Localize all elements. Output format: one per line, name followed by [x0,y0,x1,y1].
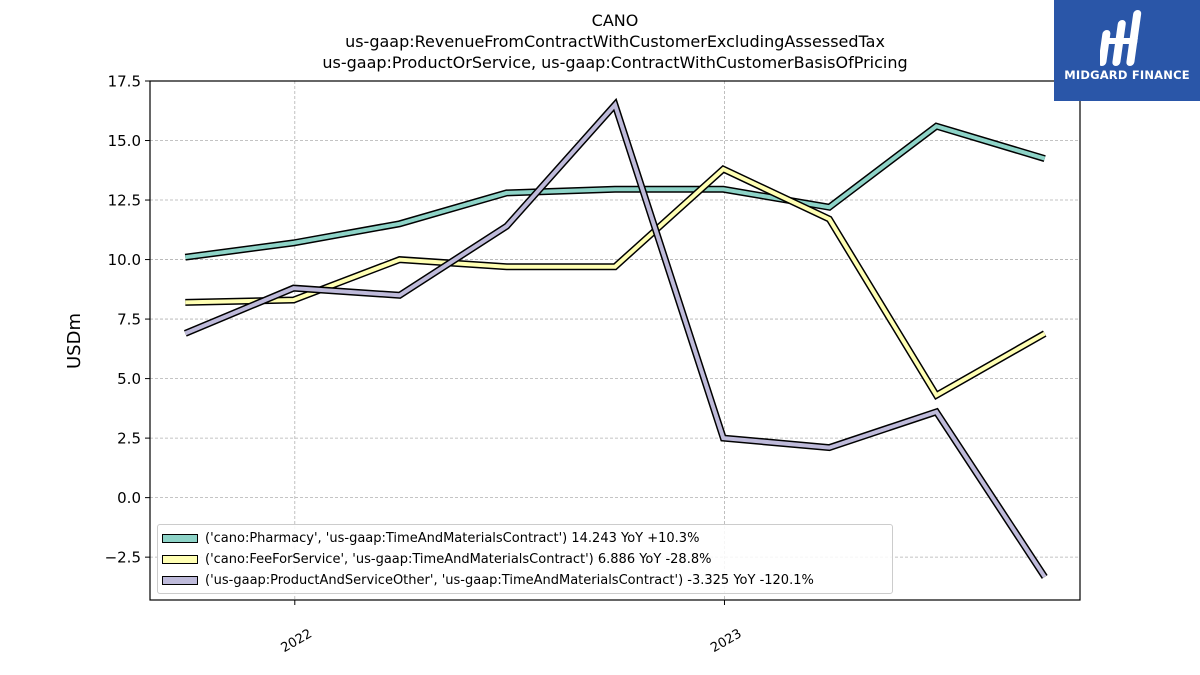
series-line-2 [184,100,1047,578]
midgard-logo-icon [1100,10,1142,66]
y-axis-label: USDm [64,313,85,369]
legend-label-fee-for-service: ('cano:FeeForService', 'us-gaap:TimeAndM… [205,551,712,567]
legend-item-fee-for-service: ('cano:FeeForService', 'us-gaap:TimeAndM… [162,550,711,568]
chart-title-line-2: us-gaap:RevenueFromContractWithCustomerE… [345,32,885,51]
legend-label-pharmacy: ('cano:Pharmacy', 'us-gaap:TimeAndMateri… [205,530,700,546]
x-tick-label: 2023 [708,626,744,656]
chart-legend: ('cano:Pharmacy', 'us-gaap:TimeAndMateri… [157,524,893,594]
chart-title-line-3: us-gaap:ProductOrService, us-gaap:Contra… [322,53,908,72]
x-tick-label: 2022 [279,626,315,656]
y-tick-label: 12.5 [108,192,141,210]
y-tick-label: 15.0 [108,132,141,150]
legend-swatch-fee-for-service [162,554,198,564]
series-line-0 [185,123,1046,260]
series-outline-2 [183,97,1048,579]
y-tick-label: 7.5 [117,311,141,329]
y-tick-label: 17.5 [108,73,141,91]
series-line-1 [185,166,1046,399]
legend-swatch-product-and-service-other [162,575,198,585]
logo-text: MIDGARD FINANCE [1064,68,1190,82]
legend-item-pharmacy: ('cano:Pharmacy', 'us-gaap:TimeAndMateri… [162,529,699,547]
y-tick-label: 2.5 [117,430,141,448]
plot-frame [149,80,1081,601]
y-tick-label: −2.5 [105,549,141,567]
y-tick-label: 5.0 [117,370,141,388]
chart-title-line-1: CANO [591,11,639,30]
midgard-finance-logo: MIDGARD FINANCE [1054,0,1200,101]
y-tick-label: 0.0 [117,489,141,507]
legend-swatch-pharmacy [162,533,198,543]
legend-item-product-and-service-other: ('us-gaap:ProductAndServiceOther', 'us-g… [162,571,814,589]
legend-label-product-and-service-other: ('us-gaap:ProductAndServiceOther', 'us-g… [205,572,814,588]
y-tick-label: 10.0 [108,251,141,269]
series-lines [183,97,1048,579]
grid-lines [150,80,1080,600]
